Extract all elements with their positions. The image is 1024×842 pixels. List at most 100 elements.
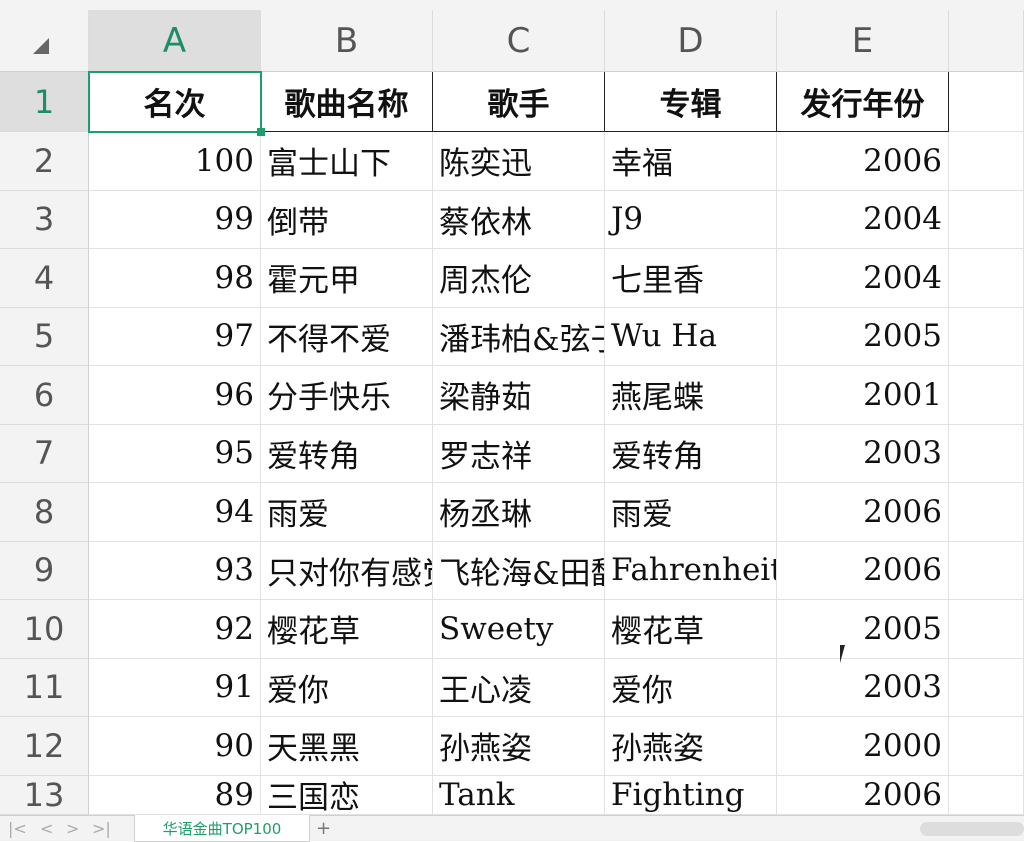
cell[interactable]: 99 (89, 190, 261, 249)
cell[interactable]: 不得不爱 (261, 307, 433, 366)
header-cell[interactable]: 发行年份 (777, 72, 949, 132)
cell[interactable]: 王心凌 (433, 658, 605, 717)
cell[interactable]: 只对你有感觉 (261, 541, 433, 600)
header-cell[interactable]: 歌曲名称 (261, 72, 433, 132)
column-header-E[interactable]: E (777, 10, 949, 72)
horizontal-scrollbar[interactable] (920, 822, 1024, 836)
row-header-9[interactable]: 9 (0, 541, 89, 600)
cell[interactable]: Wu Ha (605, 307, 777, 366)
cell[interactable]: 周杰伦 (433, 249, 605, 308)
cell[interactable] (949, 132, 1024, 191)
row-header-7[interactable]: 7 (0, 424, 89, 483)
row-header-11[interactable]: 11 (0, 658, 89, 717)
cell[interactable]: 92 (89, 600, 261, 659)
cell[interactable]: 燕尾蝶 (605, 366, 777, 425)
cell[interactable]: 幸福 (605, 132, 777, 191)
column-header-F[interactable] (949, 10, 1024, 72)
cell[interactable]: 2006 (777, 541, 949, 600)
header-cell[interactable]: 名次 (89, 72, 261, 132)
cell[interactable]: 2001 (777, 366, 949, 425)
cell[interactable]: 2006 (777, 775, 949, 815)
cell[interactable]: Fahrenheit (605, 541, 777, 600)
cell[interactable]: 爱转角 (605, 424, 777, 483)
cell[interactable]: 樱花草 (261, 600, 433, 659)
last-sheet-button[interactable]: >| (92, 819, 111, 838)
cell[interactable] (949, 600, 1024, 659)
cell[interactable] (949, 658, 1024, 717)
cell[interactable]: 七里香 (605, 249, 777, 308)
prev-sheet-button[interactable]: < (40, 819, 54, 838)
cell[interactable]: 2005 (777, 307, 949, 366)
cell[interactable]: 97 (89, 307, 261, 366)
cell[interactable]: 2003 (777, 424, 949, 483)
cell[interactable]: 飞轮海&田馥甄 (433, 541, 605, 600)
row-header-3[interactable]: 3 (0, 190, 89, 249)
cell[interactable]: 蔡依林 (433, 190, 605, 249)
select-all-button[interactable] (0, 10, 89, 72)
cell[interactable]: 89 (89, 775, 261, 815)
cell[interactable]: 爱转角 (261, 424, 433, 483)
column-header-C[interactable]: C (433, 10, 605, 72)
cell[interactable] (949, 717, 1024, 776)
cell[interactable] (949, 72, 1024, 132)
cell[interactable]: 94 (89, 483, 261, 542)
cell[interactable] (949, 366, 1024, 425)
row-header-1[interactable]: 1 (0, 72, 89, 132)
column-header-D[interactable]: D (605, 10, 777, 72)
cell[interactable]: 95 (89, 424, 261, 483)
cell[interactable]: 杨丞琳 (433, 483, 605, 542)
cell[interactable]: 2005 (777, 600, 949, 659)
cell[interactable]: 93 (89, 541, 261, 600)
cell[interactable]: 三国恋 (261, 775, 433, 815)
row-header-6[interactable]: 6 (0, 366, 89, 425)
row-header-2[interactable]: 2 (0, 132, 89, 191)
cell[interactable]: 爱你 (261, 658, 433, 717)
cell[interactable]: 2003 (777, 658, 949, 717)
row-header-12[interactable]: 12 (0, 717, 89, 776)
cell[interactable]: 91 (89, 658, 261, 717)
cell[interactable]: 98 (89, 249, 261, 308)
next-sheet-button[interactable]: > (66, 819, 80, 838)
cell[interactable]: 2000 (777, 717, 949, 776)
cell[interactable]: 孙燕姿 (605, 717, 777, 776)
cell[interactable]: 2006 (777, 483, 949, 542)
cell[interactable]: 倒带 (261, 190, 433, 249)
cell[interactable]: Tank (433, 775, 605, 815)
cell[interactable] (949, 249, 1024, 308)
column-header-A[interactable]: A (89, 10, 261, 72)
row-header-13[interactable]: 13 (0, 775, 89, 815)
column-header-B[interactable]: B (261, 10, 433, 72)
cell[interactable]: 爱你 (605, 658, 777, 717)
header-cell[interactable]: 歌手 (433, 72, 605, 132)
cell[interactable]: J9 (605, 190, 777, 249)
cell[interactable] (949, 307, 1024, 366)
add-sheet-button[interactable]: + (316, 818, 332, 839)
cell[interactable]: 100 (89, 132, 261, 191)
header-cell[interactable]: 专辑 (605, 72, 777, 132)
row-header-8[interactable]: 8 (0, 483, 89, 542)
cell[interactable]: Fighting (605, 775, 777, 815)
cell[interactable]: 陈奕迅 (433, 132, 605, 191)
cell[interactable] (949, 483, 1024, 542)
cell[interactable]: 雨爱 (261, 483, 433, 542)
row-header-10[interactable]: 10 (0, 600, 89, 659)
cell[interactable]: 富士山下 (261, 132, 433, 191)
cell[interactable] (949, 541, 1024, 600)
cell[interactable]: 2004 (777, 249, 949, 308)
cell[interactable]: 梁静茹 (433, 366, 605, 425)
cell[interactable]: 罗志祥 (433, 424, 605, 483)
cell[interactable]: Sweety (433, 600, 605, 659)
cell[interactable]: 霍元甲 (261, 249, 433, 308)
cell[interactable]: 樱花草 (605, 600, 777, 659)
cell[interactable]: 天黑黑 (261, 717, 433, 776)
cell[interactable]: 潘玮柏&弦子 (433, 307, 605, 366)
cell[interactable]: 96 (89, 366, 261, 425)
cell[interactable]: 孙燕姿 (433, 717, 605, 776)
row-header-5[interactable]: 5 (0, 307, 89, 366)
cell[interactable] (949, 775, 1024, 815)
cell[interactable]: 90 (89, 717, 261, 776)
cell[interactable] (949, 424, 1024, 483)
cell[interactable]: 雨爱 (605, 483, 777, 542)
first-sheet-button[interactable]: |< (8, 819, 27, 838)
sheet-tab-active[interactable]: 华语金曲TOP100 (134, 815, 310, 842)
